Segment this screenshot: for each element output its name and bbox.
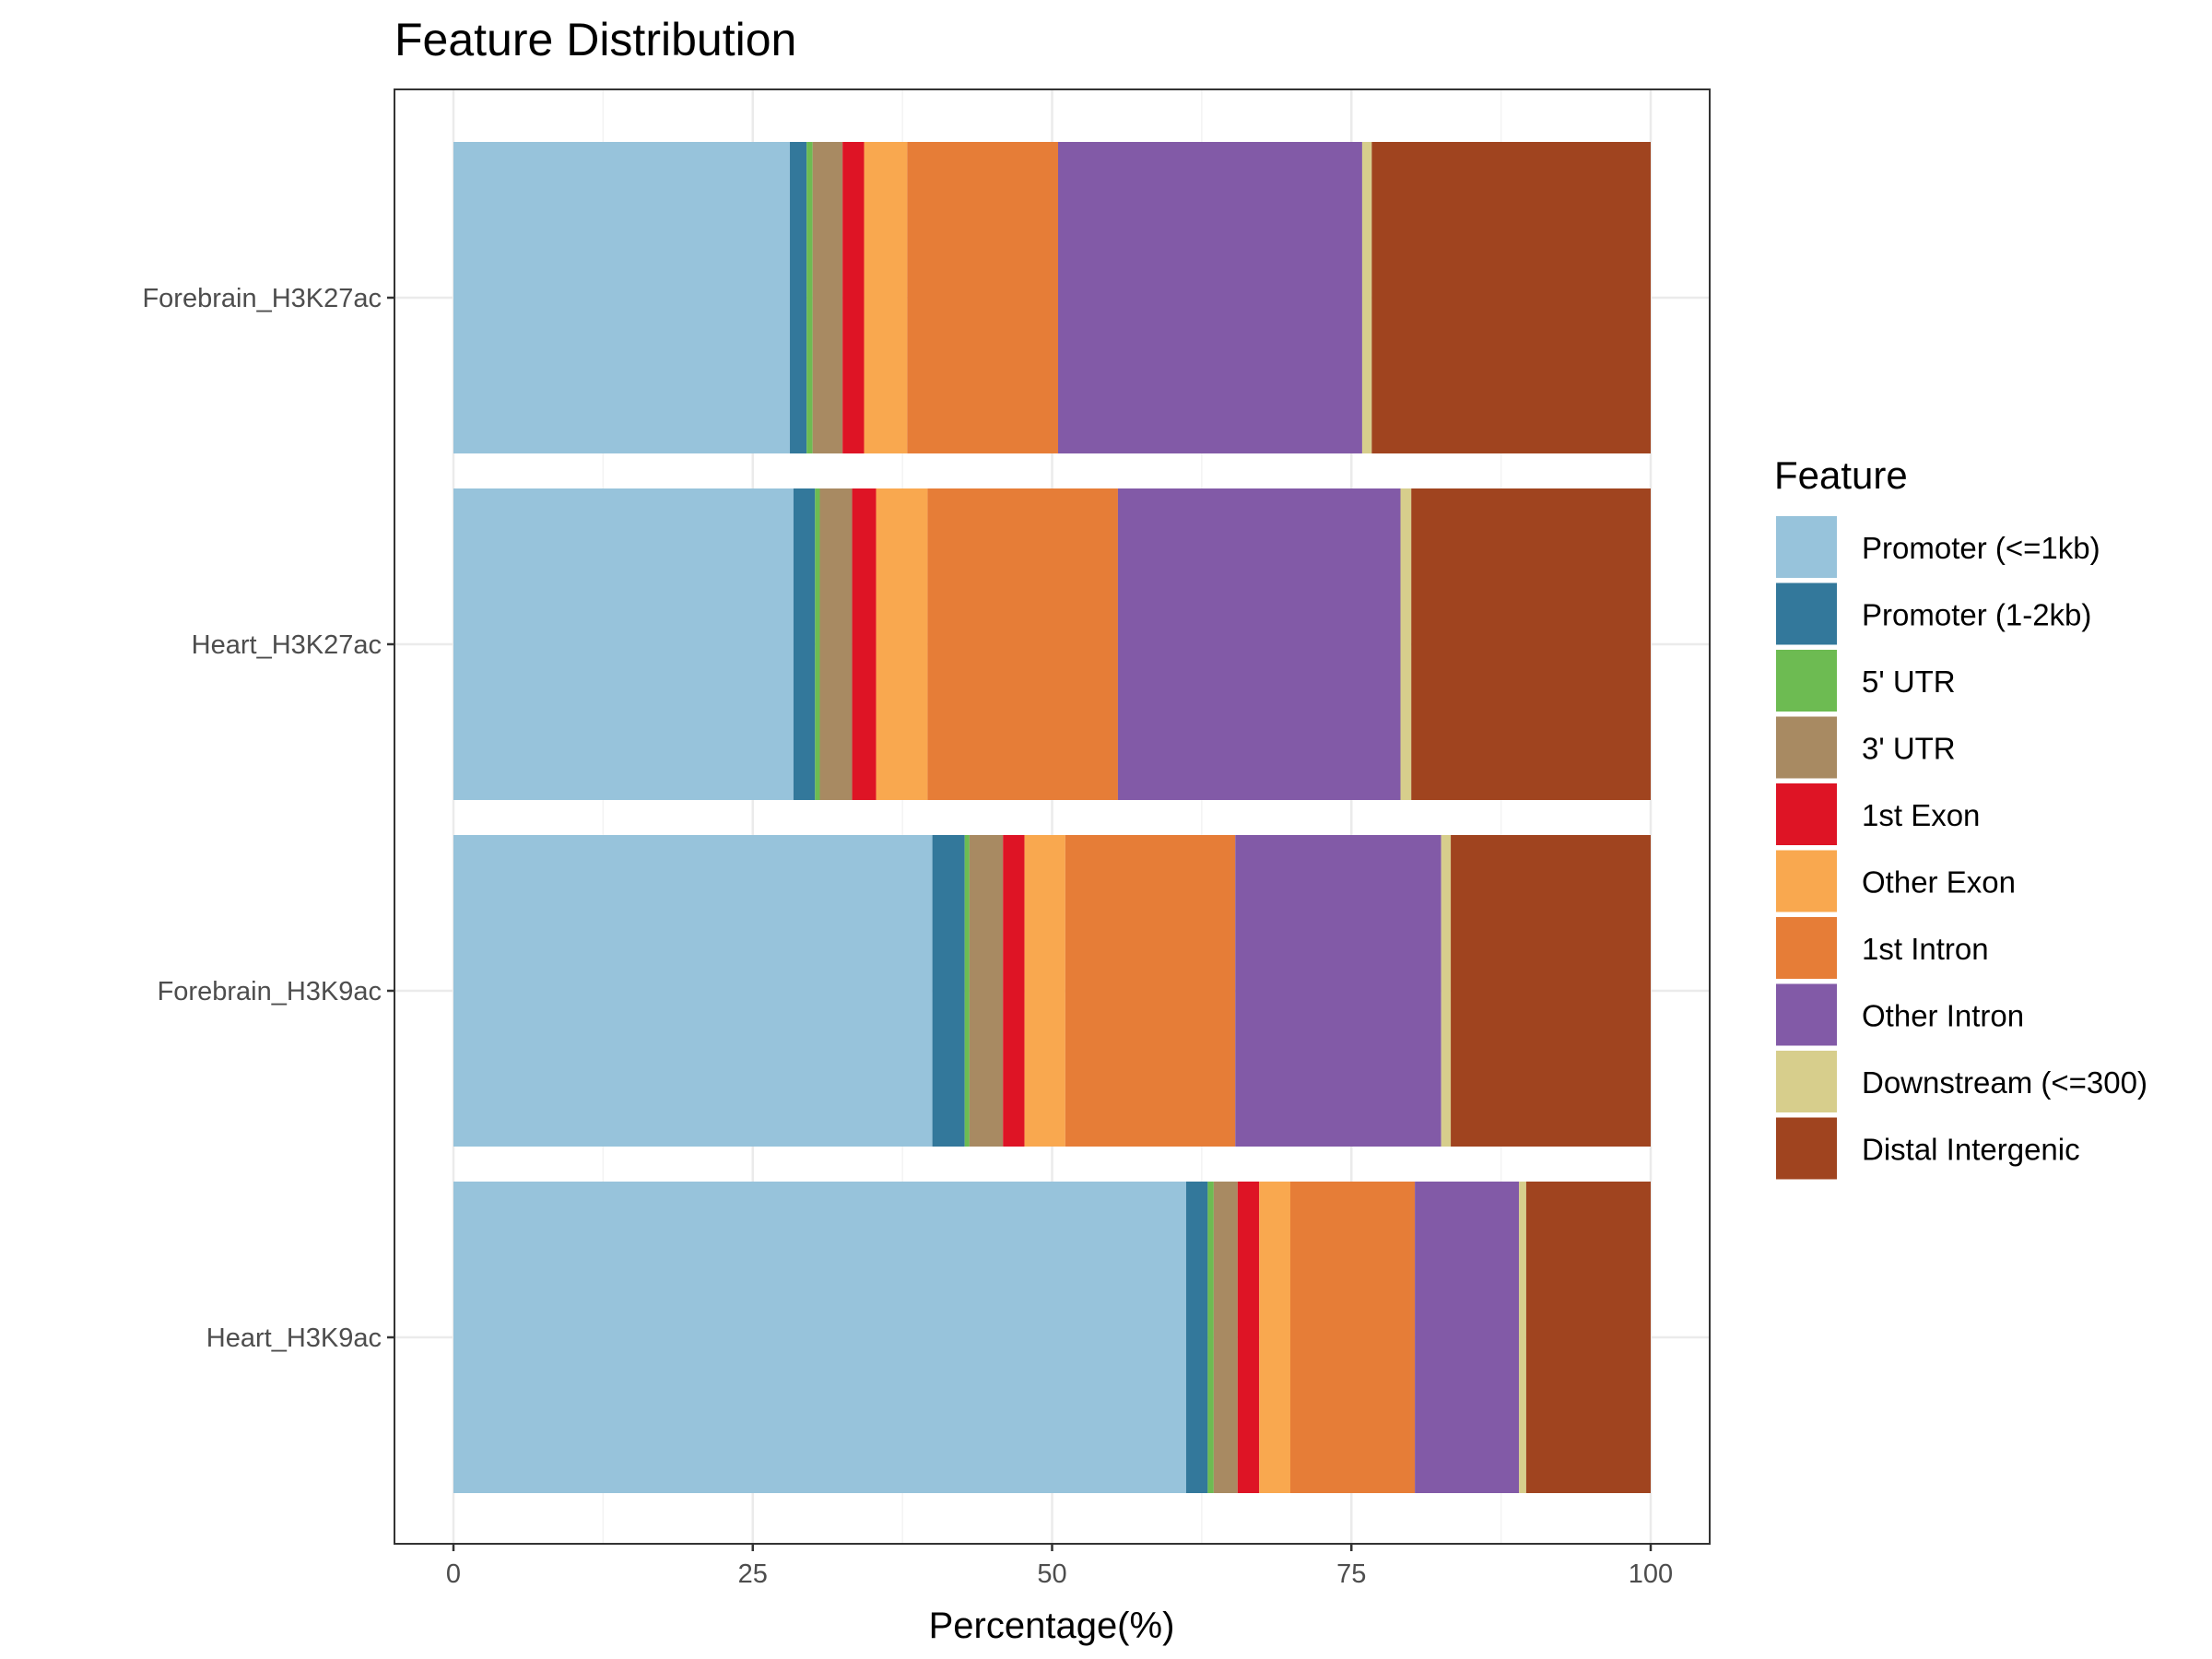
- legend-swatch: [1776, 983, 1837, 1046]
- y-tick-label: Heart_H3K27ac: [192, 630, 382, 660]
- bar-segment: [1441, 835, 1452, 1147]
- x-tick-label: 75: [1336, 1559, 1366, 1589]
- bar-segment: [932, 835, 965, 1147]
- y-axis: Forebrain_H3K27ac Heart_H3K27ac Forebrain_…: [142, 284, 394, 1353]
- bar-segment: [969, 835, 1004, 1147]
- legend-swatch: [1776, 516, 1837, 578]
- x-tick-label: 25: [738, 1559, 768, 1589]
- bar-segment: [806, 142, 813, 453]
- x-tick-label: 0: [446, 1559, 461, 1589]
- bar-segment: [852, 488, 877, 800]
- bar-segment: [815, 488, 820, 800]
- bar-group: [453, 1182, 1651, 1493]
- bar-segment: [1237, 1182, 1260, 1493]
- bar-segment: [1411, 488, 1651, 800]
- y-tick-label: Forebrain_H3K27ac: [142, 284, 382, 313]
- bar-segment: [1057, 142, 1362, 453]
- chart-title: Feature Distribution: [394, 14, 796, 65]
- bar-segment: [1290, 1182, 1416, 1493]
- legend-title: Feature: [1774, 453, 1908, 497]
- legend-swatch: [1776, 716, 1837, 779]
- legend-label: 1st Intron: [1862, 932, 1989, 966]
- bar-group: [453, 488, 1651, 800]
- bar-segment: [842, 142, 865, 453]
- bars: [453, 142, 1651, 1493]
- bar-segment: [1519, 1182, 1526, 1493]
- bar-segment: [453, 1182, 1186, 1493]
- y-tick-label: Forebrain_H3K9ac: [158, 977, 382, 1006]
- bar-group: [453, 835, 1651, 1147]
- legend-swatch: [1776, 783, 1837, 845]
- legend-swatch: [1776, 582, 1837, 645]
- bar-group: [453, 142, 1651, 453]
- bar-segment: [812, 142, 843, 453]
- legend-label: Distal Intergenic: [1862, 1133, 2080, 1167]
- bar-segment: [1003, 835, 1025, 1147]
- y-tick-label: Heart_H3K9ac: [206, 1324, 382, 1353]
- bar-segment: [1207, 1182, 1214, 1493]
- bar-segment: [819, 488, 853, 800]
- bar-segment: [1259, 1182, 1291, 1493]
- legend-label: Promoter (<=1kb): [1862, 531, 2100, 565]
- bar-segment: [1213, 1182, 1238, 1493]
- legend-swatch: [1776, 650, 1837, 712]
- bar-segment: [453, 488, 794, 800]
- legend-label: Other Intron: [1862, 999, 2024, 1033]
- legend-label: 3' UTR: [1862, 732, 1956, 766]
- bar-segment: [1361, 142, 1372, 453]
- legend-swatch: [1776, 850, 1837, 912]
- legend-label: Downstream (<=300): [1862, 1065, 2147, 1100]
- bar-segment: [1185, 1182, 1208, 1493]
- x-axis-title: Percentage(%): [929, 1606, 1175, 1646]
- legend-label: 1st Exon: [1862, 798, 1980, 832]
- bar-segment: [1371, 142, 1651, 453]
- x-tick-label: 100: [1629, 1559, 1673, 1589]
- legend-label: 5' UTR: [1862, 665, 1956, 699]
- x-tick-label: 50: [1037, 1559, 1066, 1589]
- legend-items: Promoter (<=1kb) Promoter (1-2kb) 5' UTR 3'…: [1776, 516, 2147, 1180]
- bar-segment: [453, 835, 933, 1147]
- bar-segment: [964, 835, 970, 1147]
- legend-swatch: [1776, 1117, 1837, 1180]
- bar-segment: [453, 142, 791, 453]
- bar-segment: [1400, 488, 1412, 800]
- bar-segment: [927, 488, 1118, 800]
- bar-segment: [876, 488, 928, 800]
- bar-segment: [790, 142, 807, 453]
- bar-segment: [1525, 1182, 1651, 1493]
- bar-segment: [1024, 835, 1065, 1147]
- legend-swatch: [1776, 917, 1837, 979]
- legend-label: Other Exon: [1862, 865, 2016, 900]
- bar-segment: [1415, 1182, 1520, 1493]
- bar-segment: [1235, 835, 1441, 1147]
- bar-segment: [864, 142, 908, 453]
- legend: Feature Promoter (<=1kb) Promoter (1-2kb)…: [1774, 453, 2147, 1180]
- legend-label: Promoter (1-2kb): [1862, 598, 2091, 632]
- bar-segment: [907, 142, 1058, 453]
- x-axis: 0 25 50 75 100: [446, 1544, 1673, 1589]
- bar-segment: [1451, 835, 1651, 1147]
- bar-segment: [793, 488, 816, 800]
- bar-segment: [1065, 835, 1236, 1147]
- bar-segment: [1117, 488, 1401, 800]
- legend-swatch: [1776, 1051, 1837, 1112]
